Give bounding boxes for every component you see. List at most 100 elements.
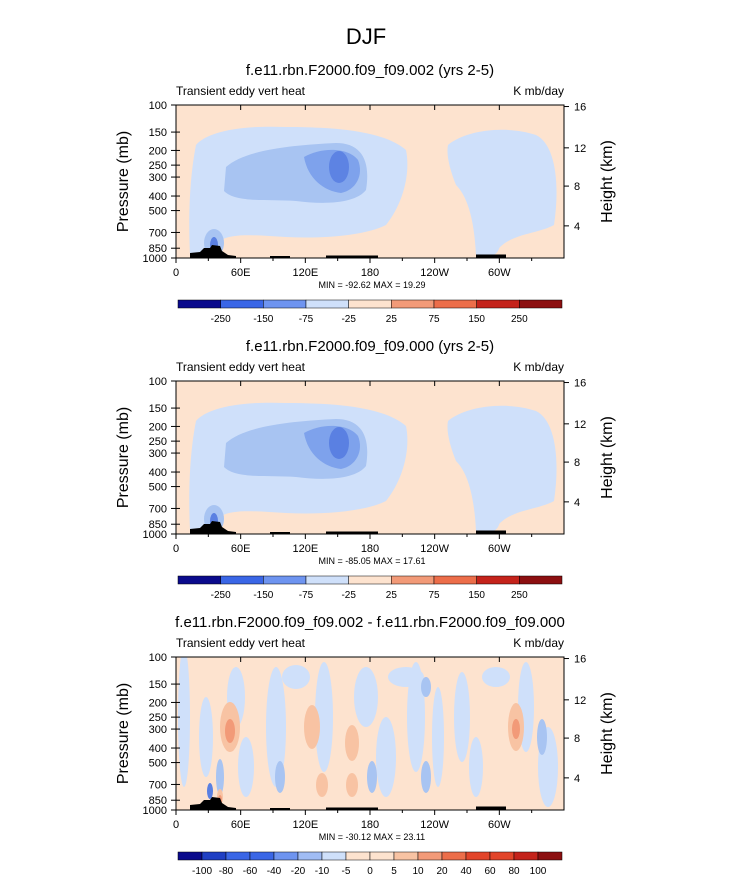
- colorbar-label: 25: [386, 314, 398, 325]
- panels: f.e11.rbn.F2000.f09_f09.002 (yrs 2-5) Tra…: [115, 62, 616, 877]
- field-layer: [176, 105, 564, 258]
- min-max-stats: MIN = -30.12 MAX = 23.11: [319, 832, 425, 842]
- y-tick-label: 400: [149, 191, 167, 203]
- negative-diff: [282, 665, 310, 689]
- y-axis-label-right: Height (km): [599, 416, 616, 499]
- colorbar-box: [305, 299, 349, 309]
- panel-title: f.e11.rbn.F2000.f09_f09.002 (yrs 2-5): [246, 62, 494, 79]
- colorbar-box: [225, 851, 251, 861]
- min-max-stats: MIN = -92.62 MAX = 19.29: [318, 280, 425, 290]
- figure-title: DJF: [346, 24, 386, 49]
- colorbar-box: [297, 851, 323, 861]
- terrain: [476, 254, 506, 258]
- colorbar-label: -25: [341, 590, 356, 601]
- colorbar-label: -100: [192, 866, 212, 877]
- negative-diff-mid: [421, 677, 431, 697]
- field-layer: [176, 381, 564, 534]
- colorbar-box: [519, 299, 563, 309]
- negative-core: [329, 151, 349, 183]
- y-tick-right-label: 16: [574, 102, 586, 114]
- panel-3: f.e11.rbn.F2000.f09_f09.002 - f.e11.rbn.…: [115, 614, 616, 877]
- y-tick-label: 200: [149, 421, 167, 433]
- colorbar-label: -20: [291, 866, 306, 877]
- y-tick-label: 100: [149, 376, 167, 388]
- min-max-stats: MIN = -85.05 MAX = 17.61: [318, 556, 425, 566]
- panel-2: f.e11.rbn.F2000.f09_f09.000 (yrs 2-5) Tra…: [115, 338, 616, 601]
- x-tick-label: 120W: [420, 267, 449, 279]
- colorbar-label: 60: [484, 866, 496, 877]
- y-tick-right-label: 4: [574, 773, 580, 785]
- panel-1: f.e11.rbn.F2000.f09_f09.002 (yrs 2-5) Tra…: [115, 62, 616, 325]
- colorbar-box: [369, 851, 395, 861]
- x-tick-label: 120E: [292, 267, 318, 279]
- colorbar-label: 75: [428, 314, 440, 325]
- y-tick-right-label: 12: [574, 143, 586, 155]
- negative-diff: [454, 672, 470, 762]
- colorbar-box: [476, 575, 520, 585]
- colorbar-box: [305, 575, 349, 585]
- colorbar-box: [476, 299, 520, 309]
- x-tick-label: 0: [173, 267, 179, 279]
- y-tick-label: 400: [149, 743, 167, 755]
- colorbar-box: [201, 851, 227, 861]
- x-tick-label: 120E: [292, 543, 318, 555]
- colorbar-box: [263, 575, 307, 585]
- x-tick-label: 180: [361, 267, 379, 279]
- y-tick-right-label: 8: [574, 457, 580, 469]
- panel-title: f.e11.rbn.F2000.f09_f09.002 - f.e11.rbn.…: [175, 614, 565, 631]
- colorbar-box: [391, 575, 435, 585]
- colorbar-box: [441, 851, 467, 861]
- y-tick-label: 700: [149, 779, 167, 791]
- x-tick-label: 180: [361, 543, 379, 555]
- y-tick-right-label: 12: [574, 695, 586, 707]
- colorbar-box: [417, 851, 443, 861]
- right-label: K mb/day: [513, 84, 564, 98]
- colorbar-box: [249, 851, 275, 861]
- colorbar-label: -150: [253, 590, 273, 601]
- y-tick-label: 300: [149, 172, 167, 184]
- y-axis-label-right: Height (km): [599, 140, 616, 223]
- terrain: [326, 255, 378, 258]
- y-tick-label: 1000: [143, 253, 167, 265]
- positive-diff: [345, 725, 359, 761]
- colorbar-box: [220, 299, 264, 309]
- y-tick-label: 500: [149, 758, 167, 770]
- colorbar-label: 10: [412, 866, 424, 877]
- x-tick-label: 60W: [488, 267, 511, 279]
- y-tick-label: 250: [149, 436, 167, 448]
- y-tick-label: 150: [149, 679, 167, 691]
- colorbar-label: -40: [267, 866, 282, 877]
- negative-diff: [469, 737, 483, 797]
- x-tick-label: 120E: [292, 819, 318, 831]
- y-tick-label: 200: [149, 697, 167, 709]
- terrain: [326, 531, 378, 534]
- negative-diff: [354, 667, 378, 727]
- colorbar-box: [273, 851, 299, 861]
- colorbar-box: [465, 851, 491, 861]
- negative-diff: [315, 662, 333, 772]
- colorbar-box: [519, 575, 563, 585]
- colorbar-label: 80: [508, 866, 520, 877]
- y-tick-label: 250: [149, 160, 167, 172]
- positive-diff: [304, 705, 320, 749]
- colorbar-label: -75: [299, 314, 314, 325]
- y-tick-label: 850: [149, 795, 167, 807]
- negative-diff: [432, 687, 444, 787]
- colorbar-box: [433, 299, 477, 309]
- y-tick-right-label: 8: [574, 181, 580, 193]
- colorbar-label: 150: [468, 314, 485, 325]
- y-tick-label: 400: [149, 467, 167, 479]
- y-axis-label: Pressure (mb): [115, 683, 132, 784]
- x-tick-label: 120W: [420, 543, 449, 555]
- y-tick-label: 300: [149, 448, 167, 460]
- negative-low-level: [484, 507, 500, 531]
- terrain: [476, 530, 506, 534]
- y-tick-right-label: 16: [574, 654, 586, 666]
- colorbar-box: [393, 851, 419, 861]
- x-tick-label: 60E: [231, 819, 251, 831]
- negative-diff-mid: [275, 761, 285, 793]
- terrain: [270, 532, 290, 534]
- colorbar-box: [177, 851, 203, 861]
- y-tick-label: 150: [149, 403, 167, 415]
- y-tick-label: 850: [149, 243, 167, 255]
